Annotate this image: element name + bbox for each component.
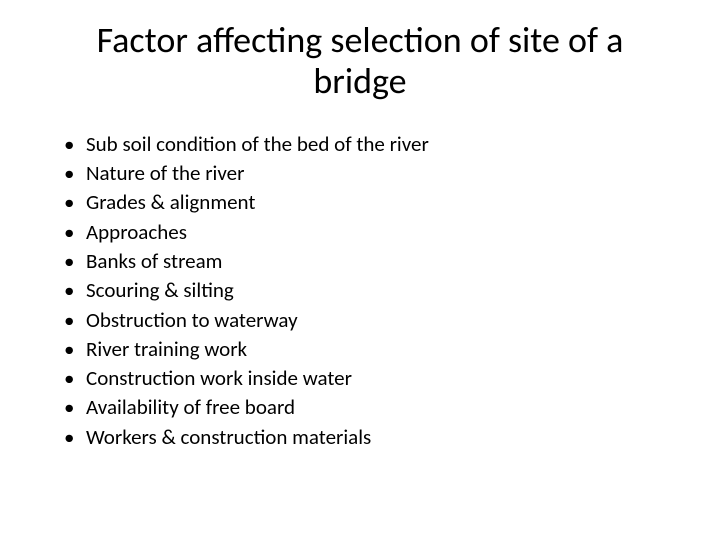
list-item: • Approaches <box>62 219 670 246</box>
bullet-text: Workers & construction materials <box>86 424 670 451</box>
bullet-icon: • <box>62 365 86 392</box>
list-item: • Workers & construction materials <box>62 424 670 451</box>
list-item: • River training work <box>62 336 670 363</box>
bullet-icon: • <box>62 219 86 246</box>
bullet-list: • Sub soil condition of the bed of the r… <box>50 131 670 451</box>
bullet-text: Banks of stream <box>86 248 670 275</box>
list-item: • Availability of free board <box>62 394 670 421</box>
bullet-icon: • <box>62 394 86 421</box>
bullet-text: Availability of free board <box>86 394 670 421</box>
bullet-icon: • <box>62 131 86 158</box>
bullet-icon: • <box>62 336 86 363</box>
list-item: • Sub soil condition of the bed of the r… <box>62 131 670 158</box>
bullet-text: Obstruction to waterway <box>86 307 670 334</box>
list-item: • Scouring & silting <box>62 277 670 304</box>
slide-container: Factor affecting selection of site of a … <box>0 0 720 540</box>
bullet-icon: • <box>62 160 86 187</box>
bullet-text: Sub soil condition of the bed of the riv… <box>86 131 670 158</box>
bullet-text: Grades & alignment <box>86 189 670 216</box>
list-item: • Grades & alignment <box>62 189 670 216</box>
slide-title: Factor affecting selection of site of a … <box>50 20 670 103</box>
bullet-text: Scouring & silting <box>86 277 670 304</box>
list-item: • Obstruction to waterway <box>62 307 670 334</box>
bullet-icon: • <box>62 277 86 304</box>
list-item: • Construction work inside water <box>62 365 670 392</box>
bullet-icon: • <box>62 189 86 216</box>
bullet-icon: • <box>62 307 86 334</box>
bullet-text: River training work <box>86 336 670 363</box>
bullet-text: Nature of the river <box>86 160 670 187</box>
bullet-text: Construction work inside water <box>86 365 670 392</box>
list-item: • Banks of stream <box>62 248 670 275</box>
bullet-icon: • <box>62 424 86 451</box>
bullet-icon: • <box>62 248 86 275</box>
bullet-text: Approaches <box>86 219 670 246</box>
list-item: • Nature of the river <box>62 160 670 187</box>
